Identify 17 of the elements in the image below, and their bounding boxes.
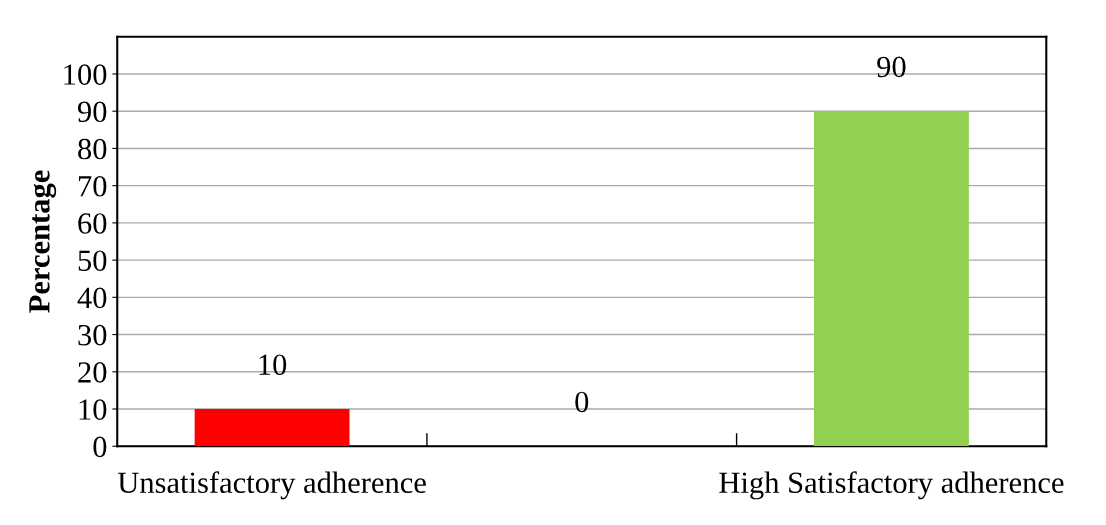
y-tick-label: 90	[77, 101, 107, 123]
y-tick-label: 20	[78, 362, 107, 383]
y-tick-label: 100	[64, 64, 107, 85]
y-tick-label: 10	[79, 399, 107, 420]
data-label: 10	[259, 354, 287, 376]
data-label: 90	[877, 56, 906, 78]
y-tick-label: 0	[93, 436, 107, 458]
y-tick-label: 50	[78, 250, 107, 272]
y-axis-title: Percentage	[29, 170, 57, 313]
y-tick-label: 40	[77, 287, 107, 309]
x-tick-label: Unsatisfactory adherence	[117, 471, 426, 500]
data-label: 0	[575, 391, 589, 413]
y-tick-label: 30	[78, 324, 107, 346]
y-tick-label: 80	[78, 138, 107, 160]
y-tick-label: 60	[78, 213, 107, 234]
x-tick-label: High Satisfactory adherence	[719, 471, 1064, 500]
y-tick-label: 70	[78, 175, 107, 197]
